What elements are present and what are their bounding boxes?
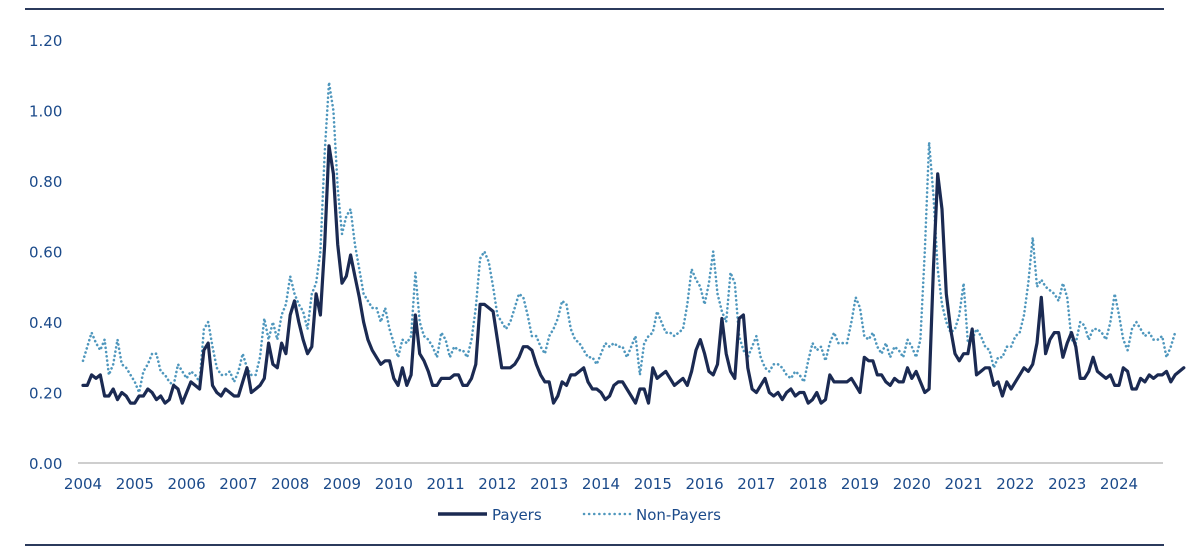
x-tick-label: 2013	[530, 475, 568, 493]
series-layer	[81, 81, 1186, 405]
x-tick-label: 2006	[168, 475, 206, 493]
legend-item-non-payers: Non-Payers	[582, 506, 721, 524]
x-tick-label: 2015	[634, 475, 672, 493]
legend-label-non-payers: Non-Payers	[636, 506, 721, 524]
x-tick-label: 2022	[996, 475, 1034, 493]
x-tick-label: 2019	[841, 475, 879, 493]
x-tick-label: 2008	[271, 475, 309, 493]
x-tick-label: 2010	[375, 475, 413, 493]
y-axis-ticks: 0.00 0.20 0.40 0.60 0.80 1.00 1.20	[29, 32, 62, 473]
x-axis-ticks: 2004 2005 2006 2007 2008 2009 2010 2011 2012 2013…	[64, 475, 1138, 493]
x-tick-label: 2009	[323, 475, 361, 493]
y-tick-label: 1.00	[29, 103, 62, 121]
x-tick-label: 2012	[478, 475, 516, 493]
legend: Payers Non-Payers	[438, 506, 721, 524]
legend-label-payers: Payers	[492, 506, 542, 524]
y-tick-label: 0.60	[29, 244, 62, 262]
y-tick-label: 1.20	[29, 32, 62, 50]
x-tick-label: 2011	[427, 475, 465, 493]
x-tick-label: 2024	[1100, 475, 1138, 493]
y-tick-label: 0.20	[29, 385, 62, 403]
top-rule	[25, 8, 1164, 10]
x-tick-label: 2023	[1048, 475, 1086, 493]
series-line-non-payers	[81, 81, 1177, 394]
x-tick-label: 2021	[945, 475, 983, 493]
x-tick-label: 2005	[116, 475, 154, 493]
legend-item-payers: Payers	[438, 506, 542, 524]
x-tick-label: 2020	[893, 475, 931, 493]
y-tick-label: 0.80	[29, 173, 62, 191]
x-tick-label: 2004	[64, 475, 102, 493]
x-tick-label: 2017	[737, 475, 775, 493]
y-tick-label: 0.40	[29, 314, 62, 332]
x-tick-label: 2007	[219, 475, 257, 493]
bottom-rule	[25, 544, 1164, 546]
x-tick-label: 2014	[582, 475, 620, 493]
series-line-payers	[81, 144, 1186, 405]
x-tick-label: 2018	[789, 475, 827, 493]
y-tick-label: 0.00	[29, 455, 62, 473]
x-tick-label: 2016	[686, 475, 724, 493]
